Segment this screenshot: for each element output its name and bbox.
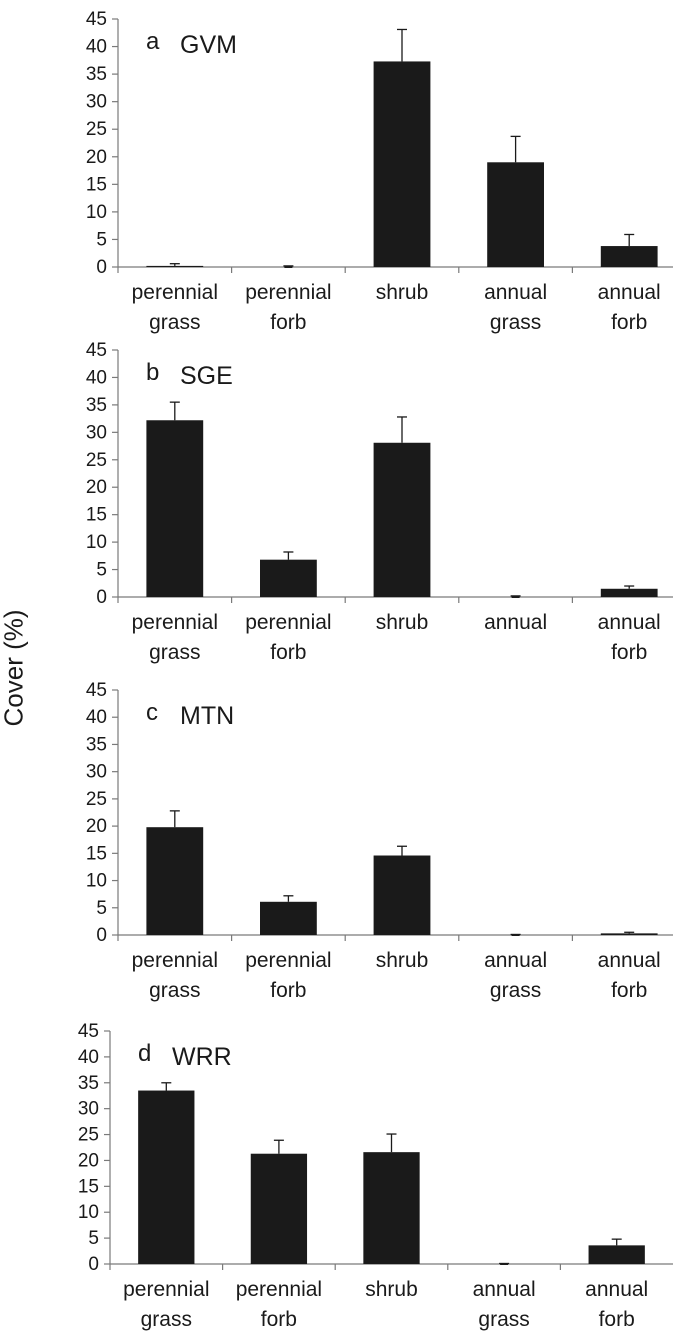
x-category-label: annual grass — [473, 1278, 536, 1331]
y-tick-label: 35 — [86, 395, 107, 416]
y-tick-label: 30 — [86, 422, 107, 443]
y-tick-label: 45 — [86, 340, 107, 361]
panel-letter: a — [146, 28, 160, 55]
x-category-label: perennial forb — [245, 611, 331, 664]
chart-panel-b: 0 5 10 15 20 25 30 35 40 45 perennial grass perennia… — [86, 340, 673, 664]
y-tick-label: 5 — [96, 898, 107, 919]
bar-2 — [260, 559, 317, 597]
chart-panel-d: 0 5 10 15 20 25 30 35 40 45 perennial grass perennia… — [78, 1021, 673, 1331]
y-tick-label: 15 — [86, 174, 107, 195]
y-tick-label: 20 — [86, 477, 107, 498]
y-tick-label: 15 — [78, 1176, 99, 1197]
y-tick-label: 45 — [86, 680, 107, 701]
bar-2 — [250, 1153, 308, 1264]
y-tick-label: 35 — [78, 1073, 99, 1094]
bar-1 — [146, 420, 204, 597]
bar-1 — [138, 1090, 195, 1264]
x-category-label: annual forb — [598, 281, 661, 334]
y-tick-label: 5 — [96, 229, 107, 250]
panel-letter: b — [146, 359, 159, 386]
bar-1 — [146, 827, 204, 935]
panel-letter: c — [146, 699, 158, 726]
bar-5 — [600, 246, 658, 267]
x-category-label: shrub — [376, 281, 429, 304]
y-tick-label: 45 — [86, 9, 107, 30]
x-category-label: perennial grass — [132, 281, 218, 334]
bar-5 — [588, 1245, 645, 1264]
x-category-label: perennial grass — [123, 1278, 209, 1331]
x-category-label: shrub — [365, 1278, 418, 1301]
y-tick-label: 25 — [86, 119, 107, 140]
y-tick-label: 0 — [88, 1254, 99, 1275]
bar-5 — [600, 588, 658, 597]
y-tick-label: 25 — [86, 789, 107, 810]
y-tick-label: 30 — [86, 762, 107, 783]
panel-title: GVM — [180, 31, 237, 59]
y-tick-label: 40 — [78, 1047, 99, 1068]
x-category-label: shrub — [376, 611, 429, 634]
x-category-label: annual — [484, 611, 547, 634]
y-tick-label: 40 — [86, 707, 107, 728]
y-tick-label: 10 — [86, 532, 107, 553]
bar-5 — [600, 933, 658, 935]
bar-4 — [487, 162, 544, 267]
x-category-label: perennial forb — [245, 281, 331, 334]
y-tick-label: 20 — [86, 816, 107, 837]
y-tick-label: 0 — [96, 257, 107, 278]
panel-title: WRR — [172, 1043, 232, 1071]
y-tick-label: 30 — [86, 92, 107, 113]
y-tick-label: 40 — [86, 367, 107, 388]
x-category-label: perennial forb — [236, 1278, 322, 1331]
x-category-label: annual grass — [484, 281, 547, 334]
y-tick-label: 25 — [86, 450, 107, 471]
bar-3 — [363, 1152, 420, 1264]
y-axis-label: Cover (%) — [0, 609, 29, 727]
panel-letter: d — [138, 1040, 151, 1067]
x-category-label: annual grass — [484, 949, 547, 1002]
y-tick-label: 25 — [78, 1125, 99, 1146]
chart-panel-a: 0 5 10 15 20 25 30 35 40 45 perennial grass perennia… — [86, 9, 673, 334]
x-category-label: perennial grass — [132, 949, 218, 1002]
bar-3 — [373, 855, 431, 935]
x-category-label: annual forb — [598, 949, 661, 1002]
y-tick-label: 10 — [86, 871, 107, 892]
bar-1 — [146, 265, 204, 267]
bar-3 — [373, 61, 431, 268]
y-tick-label: 0 — [96, 925, 107, 946]
y-tick-label: 10 — [86, 202, 107, 223]
y-tick-label: 35 — [86, 64, 107, 85]
x-category-label: shrub — [376, 949, 429, 972]
y-tick-label: 15 — [86, 843, 107, 864]
y-tick-label: 45 — [78, 1021, 99, 1042]
y-tick-label: 0 — [96, 587, 107, 608]
x-category-label: annual forb — [598, 611, 661, 664]
y-tick-label: 5 — [88, 1228, 99, 1249]
y-tick-label: 15 — [86, 505, 107, 526]
y-tick-label: 30 — [78, 1099, 99, 1120]
bar-2 — [260, 901, 317, 935]
y-tick-label: 40 — [86, 37, 107, 58]
panel-title: SGE — [180, 362, 233, 390]
y-tick-label: 5 — [96, 560, 107, 581]
y-tick-label: 10 — [78, 1202, 99, 1223]
y-tick-label: 20 — [86, 147, 107, 168]
chart-panel-c: 0 5 10 15 20 25 30 35 40 45 perennial grass perennia… — [86, 680, 673, 1002]
y-tick-label: 20 — [78, 1150, 99, 1171]
x-category-label: perennial forb — [245, 949, 331, 1002]
panel-title: MTN — [180, 702, 234, 730]
x-category-label: perennial grass — [132, 611, 218, 664]
bar-3 — [373, 442, 431, 597]
x-category-label: annual forb — [585, 1278, 648, 1331]
y-tick-label: 35 — [86, 734, 107, 755]
